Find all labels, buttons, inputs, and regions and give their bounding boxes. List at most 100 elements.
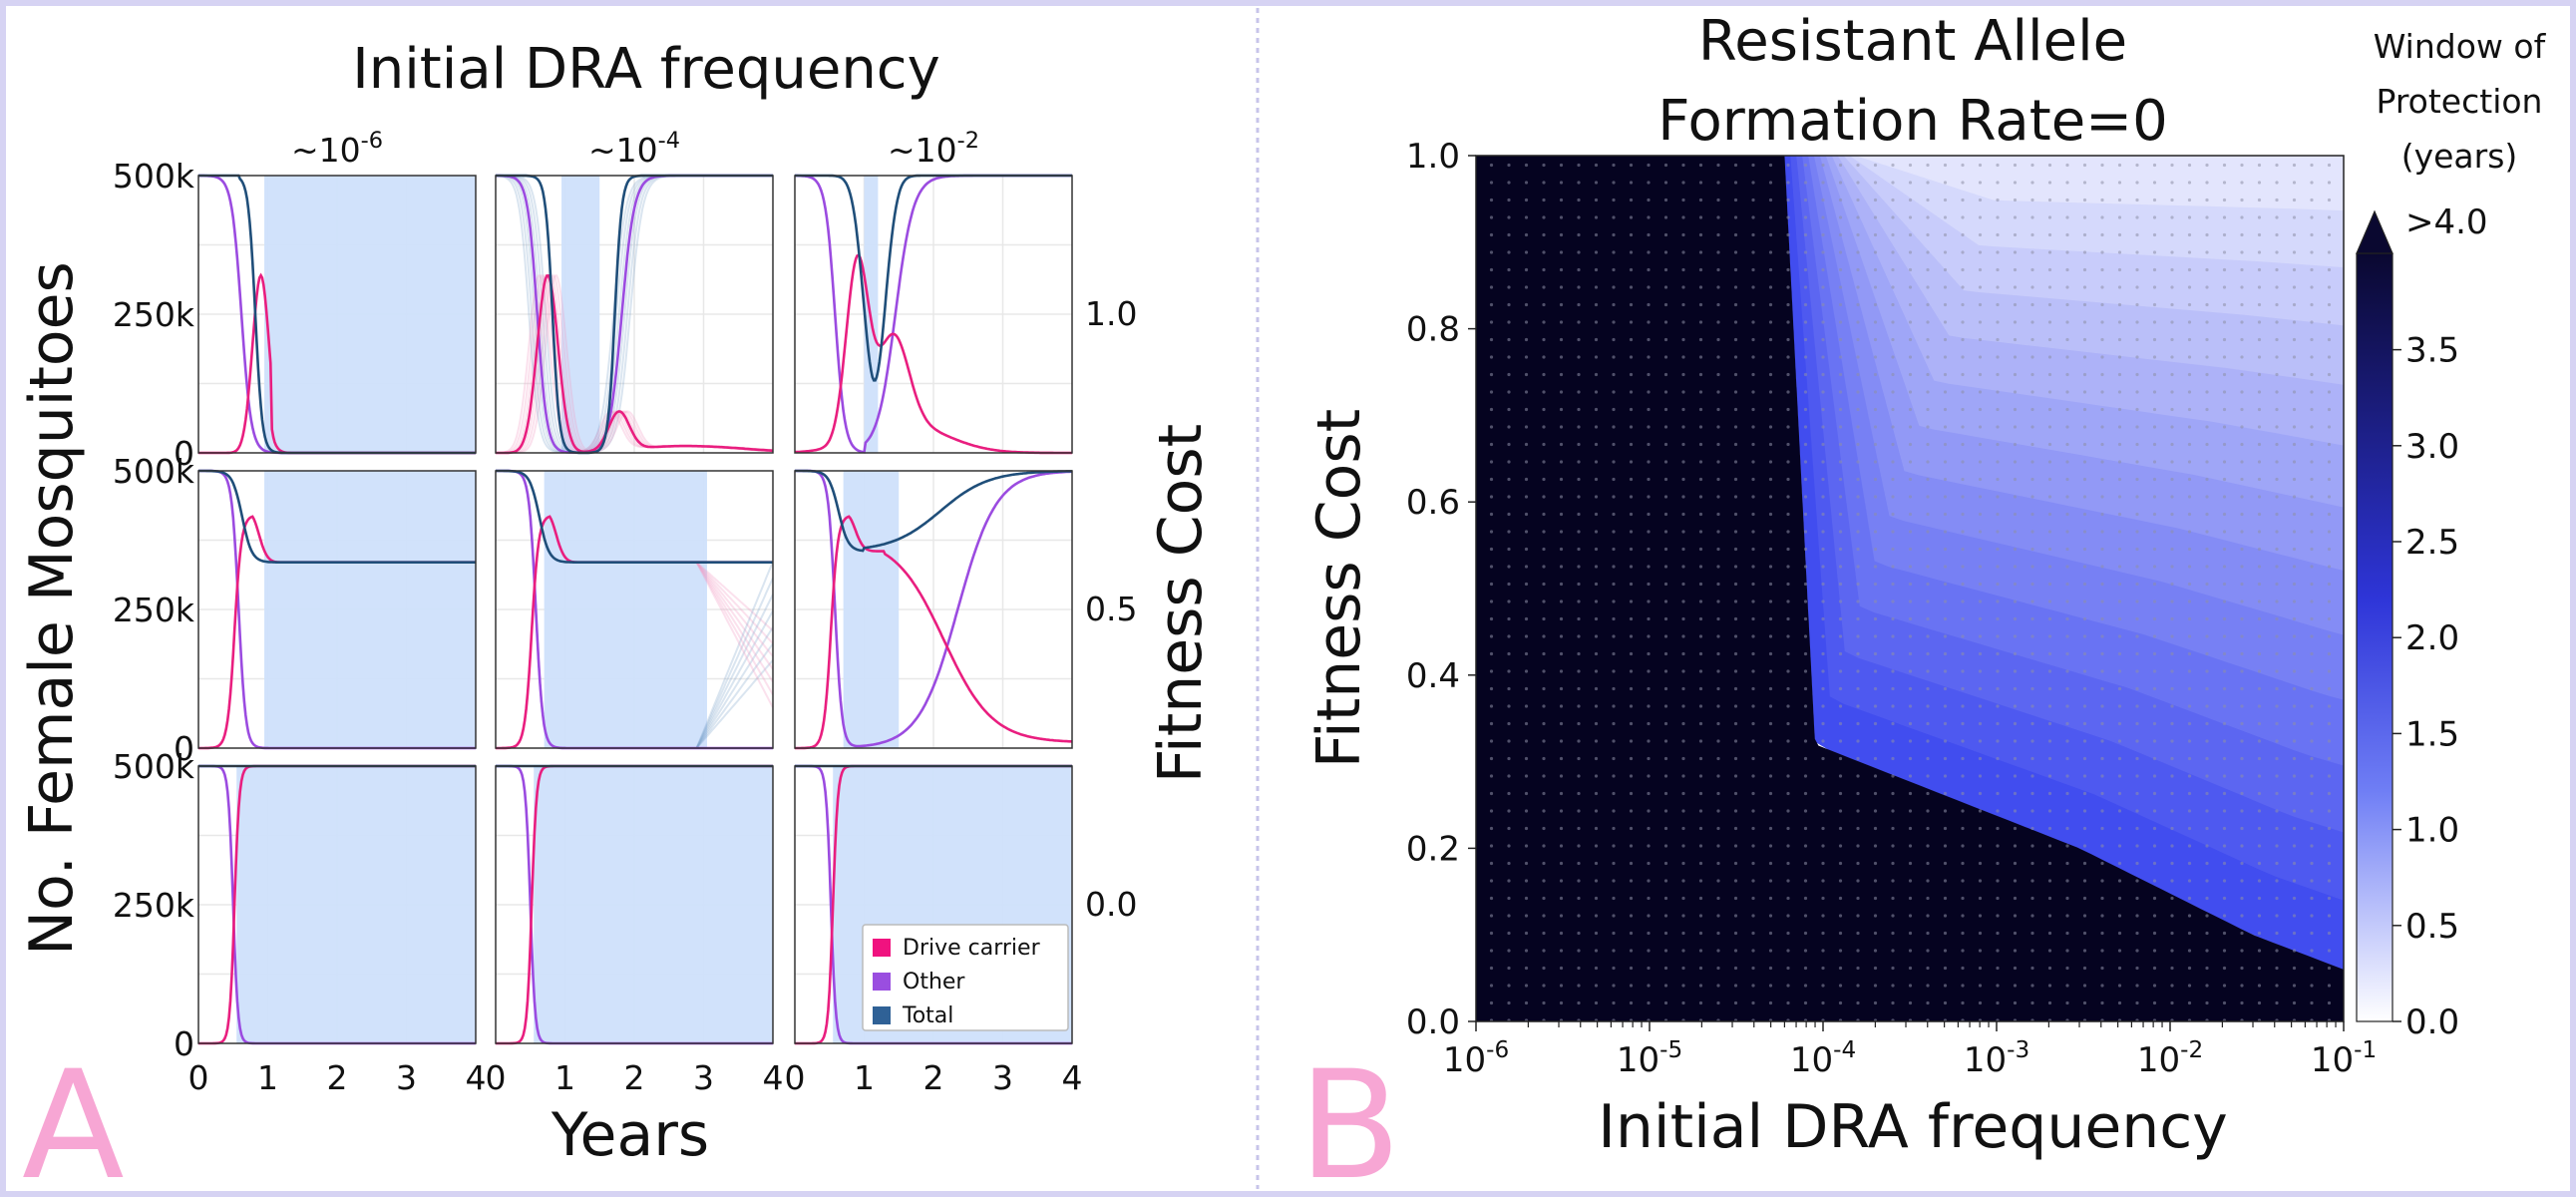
total-line [198, 469, 476, 564]
panel-b-axes: 0.00.20.40.60.81.010-6 10-5 10-4 10-3 10-2 10… [1406, 137, 2377, 1080]
column-title-0-exponent: -6 [361, 128, 383, 154]
protection-window [561, 176, 600, 453]
colorbar: Window of Protection (years) >4.0 0.0 0.5… [2356, 27, 2547, 1042]
colorbar-tick-label: 2.0 [2405, 618, 2459, 658]
x-tick-label-1-base: 10 [1617, 1040, 1659, 1080]
subplot-frame [197, 470, 477, 749]
colorbar-tick-label: 1.0 [2405, 811, 2459, 851]
y-tick-label: 250k [113, 295, 195, 334]
x-tick-label: 1 [854, 1058, 875, 1097]
x-tick-label-4: 10-2 [2137, 1037, 2203, 1080]
x-tick-label-5-base: 10 [2311, 1040, 2354, 1080]
y-tick-label: 500k [113, 452, 195, 491]
colorbar-title-line-2: Protection [2377, 82, 2543, 121]
x-tick-label: 1 [554, 1058, 575, 1097]
subplot-frame [495, 470, 774, 749]
legend-swatch [873, 1006, 891, 1024]
colorbar-title-line-1: Window of [2374, 27, 2547, 66]
x-tick-label: 0 [785, 1058, 806, 1097]
y-tick-label: 0.0 [1406, 1002, 1460, 1042]
x-tick-label: 4 [763, 1058, 784, 1097]
colorbar-tick-label: 0.5 [2405, 907, 2459, 947]
x-tick-label-3-base: 10 [1964, 1040, 2007, 1080]
y-tick-label: 0.8 [1406, 310, 1460, 350]
heatmap-frame [1475, 155, 2345, 1022]
heatmap-area [1476, 156, 2344, 1021]
panel-letter-a: A [22, 1039, 125, 1197]
row-label-0: 1.0 [1085, 294, 1137, 333]
x-tick-label-1-exponent: -5 [1659, 1037, 1682, 1063]
protection-window [534, 766, 773, 1043]
panel-b: Resistant Allele Formation Rate=0 0.0 0.2… [1298, 9, 2547, 1197]
x-tick-label-0-exponent: -6 [1486, 1037, 1509, 1063]
legend-label: Drive carrier [903, 936, 1041, 961]
y-tick-label: 0 [174, 729, 194, 768]
column-title-0-base: ~10 [291, 131, 361, 170]
subplot-1-0: 500k 250k 0 [113, 452, 477, 768]
panel-a-ylabel: No. Female Mosquitoes [17, 261, 87, 956]
colorbar-tick-label: 0.0 [2405, 1002, 2459, 1042]
y-tick-label: 0 [174, 434, 194, 473]
subplot-0-0: 500k 250k 0 [113, 157, 477, 473]
x-tick-label: 3 [693, 1058, 714, 1097]
drive-carrier-line [795, 515, 1073, 750]
subplot-frame [495, 175, 774, 454]
legend: Drive carrier Other Total [862, 924, 1069, 1031]
colorbar-body [2356, 252, 2393, 1022]
panel-b-title-line-1: Resistant Allele [1698, 9, 2127, 74]
subplot-frame [495, 765, 774, 1044]
x-tick-label-5-exponent: -1 [2354, 1037, 2377, 1063]
x-tick-label-0-base: 10 [1443, 1040, 1486, 1080]
protection-window [236, 766, 476, 1043]
panel-a-super-title: Initial DRA frequency [352, 37, 940, 102]
protection-window [264, 471, 476, 748]
subplot-frame [794, 765, 1073, 1044]
colorbar-extend-arrow [2356, 209, 2393, 254]
subplot-1-1 [495, 469, 774, 750]
heatmap-dot-grid [1476, 156, 2344, 1021]
column-title-2-exponent: -2 [957, 128, 979, 154]
colorbar-tick-label: 3.5 [2405, 331, 2459, 371]
column-title-0: ~10-6 [291, 128, 383, 170]
colorbar-extend-label: >4.0 [2405, 202, 2488, 242]
row-label-1: 0.5 [1085, 590, 1137, 628]
x-tick-label: 4 [1062, 1058, 1083, 1097]
x-tick-label-4-exponent: -2 [2180, 1037, 2203, 1063]
x-tick-label: 0 [486, 1058, 507, 1097]
panel-a: Initial DRA frequency ~10-6 ~10-4 ~10-2 50… [17, 37, 1216, 1197]
column-title-2-base: ~10 [888, 131, 957, 170]
x-tick-label-5: 10-1 [2311, 1037, 2377, 1080]
x-tick-label-3-exponent: -3 [2007, 1037, 2029, 1063]
legend-box [862, 924, 1069, 1031]
colorbar-ticks: 0.0 0.5 1.0 1.5 2.0 2.5 3.0 3.5 [2392, 331, 2459, 1042]
legend-label: Total [902, 1003, 953, 1028]
y-tick-label: 0.4 [1406, 656, 1460, 696]
row-label-2: 0.0 [1085, 885, 1137, 924]
panel-b-ylabel: Fitness Cost [1304, 409, 1374, 768]
x-tick-label-2: 10-4 [1790, 1037, 1856, 1080]
x-tick-label-4-base: 10 [2137, 1040, 2180, 1080]
x-tick-label: 3 [992, 1058, 1013, 1097]
x-tick-label-2-exponent: -4 [1833, 1037, 1856, 1063]
subplot-0-1 [495, 174, 774, 455]
y-tick-label: 0.6 [1406, 483, 1460, 523]
y-tick-label: 500k [113, 157, 195, 196]
subplot-frame [794, 175, 1073, 454]
panel-b-xlabel: Initial DRA frequency [1598, 1092, 2228, 1162]
protection-window [264, 176, 476, 453]
panel-a-xlabel: Years [551, 1100, 709, 1170]
x-tick-label: 2 [327, 1058, 348, 1097]
row-labels: 1.0 0.5 0.0 [1085, 294, 1137, 924]
subplot-frame [197, 765, 477, 1044]
subplot-0-2 [794, 174, 1073, 455]
x-tick-label-3: 10-3 [1964, 1037, 2029, 1080]
y-tick-label: 500k [113, 747, 195, 786]
x-tick-label: 2 [923, 1058, 944, 1097]
subplot-2-0: 500k 250k 00 1 2 3 4 [113, 747, 487, 1097]
drive-carrier-line [496, 273, 774, 455]
column-title-2: ~10-2 [888, 128, 979, 170]
column-title-1-base: ~10 [588, 131, 658, 170]
x-tick-label: 4 [466, 1058, 487, 1097]
